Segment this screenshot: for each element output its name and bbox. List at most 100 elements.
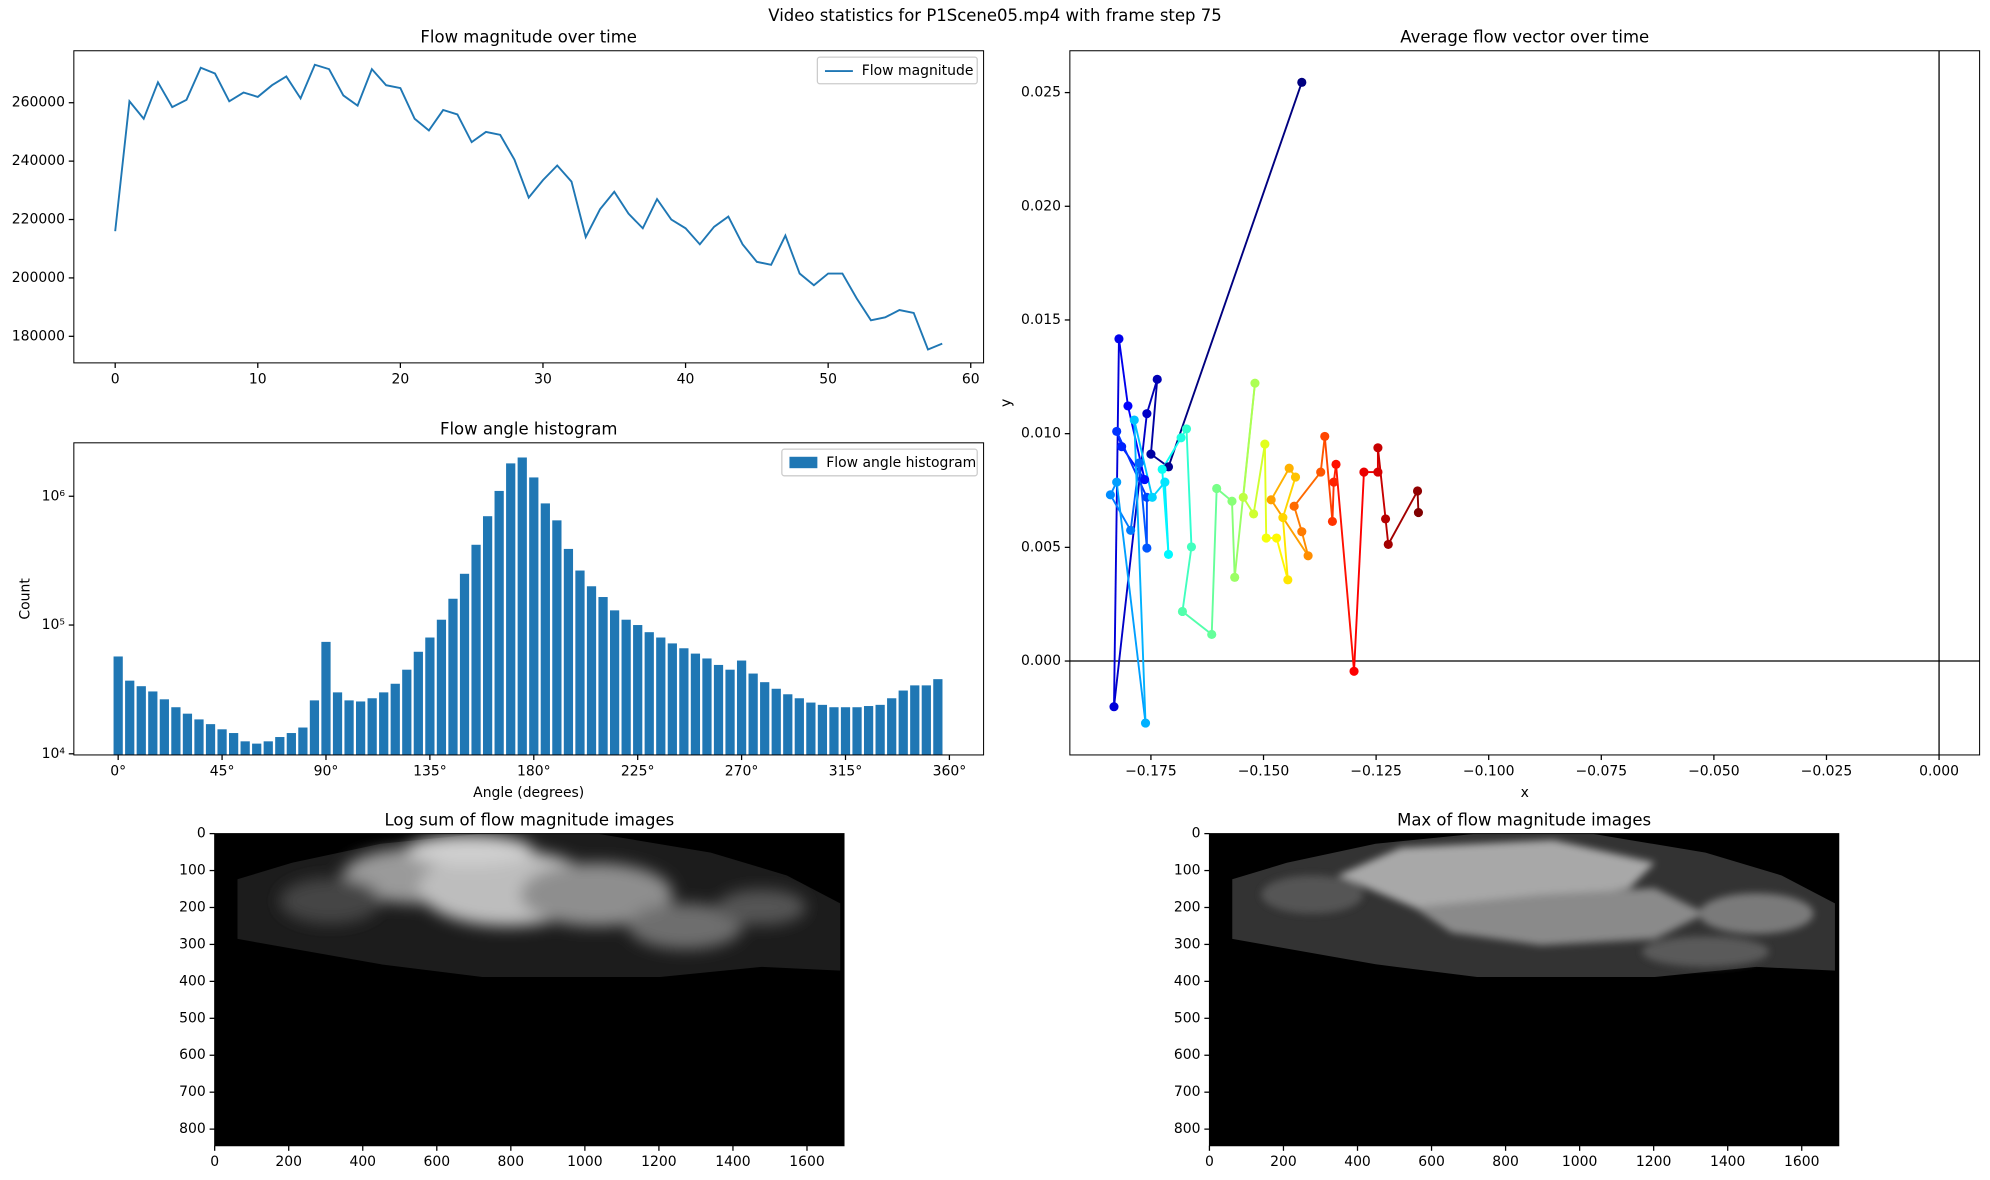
axes-frame (1208, 833, 1840, 1147)
bar (482, 516, 493, 755)
y-axis-label: y (998, 399, 1014, 407)
path-segment (1281, 476, 1297, 518)
bar (379, 692, 389, 755)
path-segment (1376, 447, 1387, 520)
path-segment (1185, 428, 1193, 547)
y-tick-label: 0.000 (1021, 653, 1061, 669)
bar (887, 698, 897, 755)
y-tick-label: 260000 (12, 95, 65, 111)
bar (252, 743, 262, 755)
y-tick-label: 200000 (12, 270, 65, 286)
y-tick-label: 600 (1174, 1047, 1201, 1063)
path-segment (1353, 472, 1365, 672)
point (1146, 449, 1156, 459)
bar (633, 625, 643, 755)
bar (436, 619, 447, 755)
x-tick-label: 0 (1205, 1154, 1214, 1170)
bar (425, 637, 435, 755)
y-tick-label: 500 (1174, 1010, 1201, 1026)
point (1297, 527, 1307, 537)
point (1126, 525, 1136, 535)
point (1114, 334, 1124, 344)
bar (783, 694, 793, 755)
axes-title: Flow magnitude over time (420, 28, 637, 47)
y-tick-label: 200 (1174, 899, 1201, 915)
bar (229, 733, 239, 755)
bar (240, 741, 250, 755)
bar (298, 727, 308, 755)
path-segment (1387, 490, 1419, 545)
line-series (114, 63, 943, 351)
path-segment (1181, 546, 1193, 612)
path-segment (1129, 462, 1141, 531)
point (1331, 459, 1341, 469)
bar (933, 679, 943, 755)
bar (910, 685, 920, 755)
point (1349, 666, 1359, 676)
x-tick-label: 1400 (1710, 1154, 1745, 1170)
bar (459, 573, 470, 755)
bar (448, 598, 458, 755)
point (1238, 492, 1248, 502)
x-tick-label: 600 (423, 1154, 450, 1170)
point (1413, 507, 1424, 518)
y-tick-label: 200 (179, 899, 206, 915)
x-tick-label: 40 (677, 371, 695, 387)
path-segment (1167, 82, 1303, 468)
bar (552, 520, 562, 755)
point (1290, 472, 1301, 482)
bar (321, 641, 331, 755)
x-tick-label: 200 (1270, 1154, 1297, 1170)
bar (332, 692, 343, 755)
image-max (1209, 833, 1839, 1146)
point (1297, 77, 1307, 87)
bar (725, 669, 735, 755)
point (1134, 458, 1144, 468)
bar (136, 686, 146, 755)
bar (494, 490, 504, 755)
axes-frame (73, 50, 985, 364)
point (1140, 475, 1150, 485)
path-segment (1138, 462, 1148, 549)
bar (113, 656, 123, 755)
path-segment (1323, 436, 1334, 522)
bar (829, 707, 839, 755)
bar (840, 707, 851, 755)
point (1383, 539, 1393, 549)
point (1289, 501, 1299, 511)
bar (263, 741, 273, 755)
y-tick-label: 180000 (12, 328, 65, 344)
y-tick-label: 300 (179, 936, 206, 952)
point (1160, 477, 1170, 487)
point (1284, 463, 1294, 473)
point (1142, 543, 1152, 553)
legend-swatch (789, 456, 818, 469)
legend-label: Flow magnitude (862, 63, 974, 79)
point (1112, 477, 1122, 487)
bar (690, 653, 701, 755)
bar (667, 643, 677, 755)
bar (563, 548, 574, 755)
path-segment (1231, 501, 1236, 578)
axes-title: Flow angle histogram (440, 420, 617, 439)
point (1112, 426, 1122, 436)
path-segment (1133, 419, 1154, 498)
y-tick-label: 500 (179, 1010, 206, 1026)
x-tick-label: 270° (725, 763, 759, 779)
y-tick-label: 100 (1174, 863, 1201, 879)
bar (286, 733, 296, 755)
axes-title: Log sum of flow magnitude images (385, 810, 675, 829)
bar (182, 713, 193, 755)
bar (852, 707, 862, 755)
point (1327, 516, 1337, 526)
x-tick-label: 360° (933, 763, 967, 779)
bar (148, 691, 158, 755)
x-tick-label: 50 (819, 371, 837, 387)
y-tick-label: 0.010 (1021, 426, 1061, 442)
point (1140, 718, 1151, 728)
point (1105, 490, 1115, 500)
y-tick-label: 800 (1174, 1121, 1201, 1137)
x-tick-label: 1600 (789, 1154, 824, 1170)
path-segment (1181, 610, 1213, 636)
y-tick-label: 400 (179, 973, 206, 989)
